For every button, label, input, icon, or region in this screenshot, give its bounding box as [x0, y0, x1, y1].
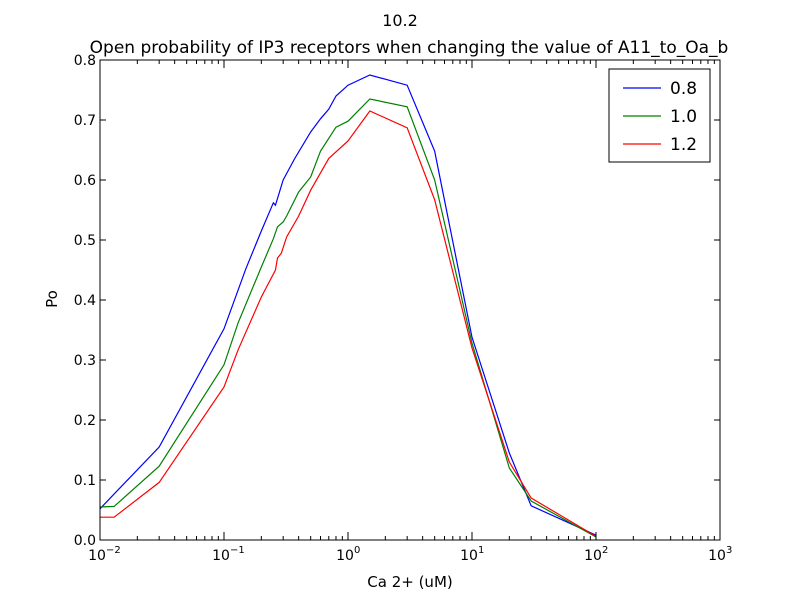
x-tick-exponent: −1 — [230, 545, 245, 556]
x-tick-exponent: 0 — [354, 545, 360, 556]
series-layer — [99, 74, 597, 538]
x-tick-label: 10 — [212, 548, 230, 564]
y-tick-label: 0.7 — [74, 113, 96, 129]
y-tick-label: 0.2 — [74, 413, 96, 429]
x-tick-label: 10 — [708, 548, 726, 564]
chart-suptitle: 10.2 — [382, 11, 418, 30]
x-tick-label: 10 — [88, 548, 106, 564]
y-tick-label: 0.3 — [74, 353, 96, 369]
y-axis-label: Po — [43, 290, 61, 308]
x-tick-label: 10 — [584, 548, 602, 564]
series-line-0 — [99, 74, 597, 536]
y-tick-label: 0.8 — [74, 53, 96, 69]
x-tick-label: 10 — [336, 548, 354, 564]
chart-title: Open probability of IP3 receptors when c… — [90, 38, 729, 58]
y-tick-label: 0.5 — [74, 233, 96, 249]
legend: 0.8 1.0 1.2 — [608, 68, 711, 163]
y-tick-label: 0.0 — [74, 533, 96, 549]
tick-layer: 0.00.10.20.30.40.50.60.70.810 −2 10 −1 10 0 10… — [74, 53, 733, 564]
plot-frame — [99, 59, 721, 541]
x-tick-label: 10 — [460, 548, 478, 564]
y-tick-label: 0.6 — [74, 173, 96, 189]
series-line-2 — [100, 110, 597, 537]
legend-label-2: 1.2 — [670, 135, 697, 155]
x-axis-label: Ca 2+ (uM) — [367, 573, 452, 591]
x-tick-exponent: 3 — [726, 545, 732, 556]
series-line-1 — [99, 98, 597, 538]
y-tick-label: 0.4 — [74, 293, 96, 309]
legend-label-1: 1.0 — [670, 107, 697, 127]
legend-label-0: 0.8 — [670, 79, 697, 99]
x-tick-exponent: −2 — [106, 545, 121, 556]
y-tick-label: 0.1 — [74, 473, 96, 489]
x-tick-exponent: 1 — [478, 545, 484, 556]
x-tick-exponent: 2 — [602, 545, 608, 556]
